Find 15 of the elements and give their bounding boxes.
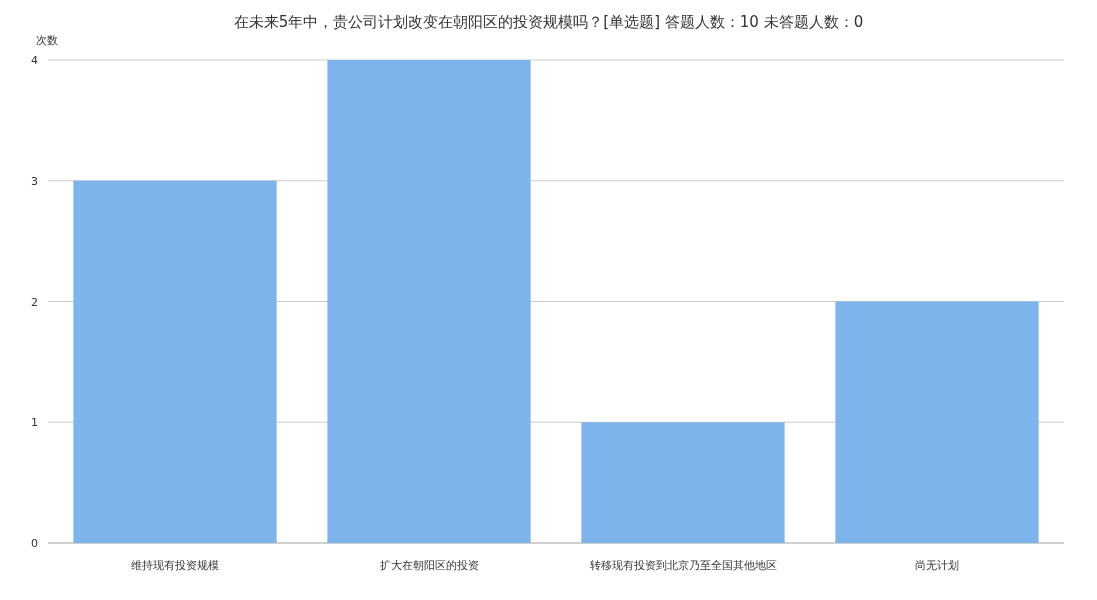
chart-title: 在未来5年中，贵公司计划改变在朝阳区的投资规模吗？[单选题] 答题人数：10 未答题人数：0	[233, 13, 864, 31]
x-tick-label: 维持现有投资规模	[131, 559, 219, 572]
x-tick-label: 尚无计划	[915, 559, 959, 572]
y-tick-label: 1	[31, 416, 38, 430]
bar	[581, 422, 785, 543]
y-tick-label: 3	[31, 174, 38, 188]
y-tick-label: 4	[31, 54, 38, 67]
y-tick-label: 0	[31, 537, 38, 550]
y-tick-label: 2	[31, 295, 38, 309]
x-tick-label: 扩大在朝阳区的投资	[379, 559, 479, 572]
x-tick-label: 转移现有投资到北京乃至全国其他地区	[589, 559, 777, 572]
bar	[835, 301, 1039, 543]
y-axis-title: 次数	[36, 34, 58, 47]
bar	[327, 60, 531, 543]
bar	[73, 180, 277, 543]
